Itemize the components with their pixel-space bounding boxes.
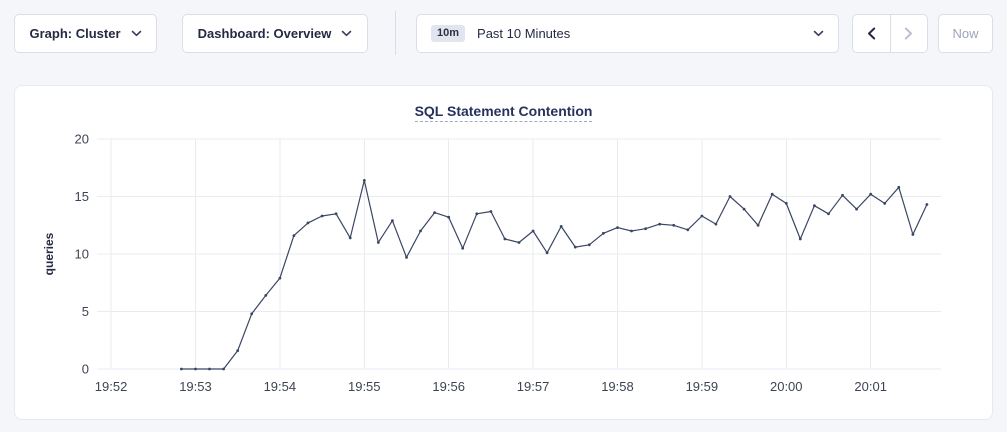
svg-text:19:58: 19:58 <box>601 379 634 394</box>
svg-text:19:56: 19:56 <box>432 379 465 394</box>
graph-selector-label: Graph: Cluster <box>29 26 121 41</box>
svg-text:0: 0 <box>82 362 89 377</box>
svg-text:20: 20 <box>75 132 89 147</box>
svg-text:19:55: 19:55 <box>348 379 381 394</box>
time-nav-group <box>852 14 928 53</box>
svg-text:19:54: 19:54 <box>264 379 297 394</box>
time-next-button[interactable] <box>889 15 928 52</box>
svg-text:19:59: 19:59 <box>686 379 719 394</box>
chevron-down-icon <box>131 30 141 37</box>
svg-text:20:00: 20:00 <box>770 379 803 394</box>
now-button[interactable]: Now <box>938 14 993 53</box>
chevron-down-icon <box>813 30 824 37</box>
svg-text:15: 15 <box>75 189 89 204</box>
chevron-right-icon <box>905 27 913 40</box>
chevron-down-icon <box>342 30 352 37</box>
time-range-dropdown[interactable]: 10m Past 10 Minutes <box>416 14 839 53</box>
sql-contention-line-chart[interactable]: 0 5 10 15 20 19:52 19:53 19:54 19:55 19:56 19:57 19… <box>15 86 992 419</box>
svg-text:19:57: 19:57 <box>517 379 550 394</box>
svg-text:queries: queries <box>42 232 56 275</box>
svg-text:19:52: 19:52 <box>95 379 128 394</box>
chart-card: SQL Statement Contention 0 5 10 15 20 19:52 19… <box>14 85 993 420</box>
dashboard-selector-label: Dashboard: Overview <box>197 26 332 41</box>
svg-text:10: 10 <box>75 247 89 262</box>
time-prev-button[interactable] <box>853 15 890 52</box>
chevron-left-icon <box>867 27 875 40</box>
chart-title-row: SQL Statement Contention <box>15 103 992 122</box>
chart-title[interactable]: SQL Statement Contention <box>414 103 593 122</box>
svg-text:19:53: 19:53 <box>179 379 212 394</box>
toolbar-divider <box>395 11 396 55</box>
graph-selector-dropdown[interactable]: Graph: Cluster <box>14 14 157 53</box>
dashboard-selector-dropdown[interactable]: Dashboard: Overview <box>182 14 368 53</box>
time-range-badge: 10m <box>431 25 466 42</box>
svg-text:5: 5 <box>82 304 89 319</box>
svg-text:20:01: 20:01 <box>854 379 887 394</box>
time-range-label: Past 10 Minutes <box>477 26 571 41</box>
